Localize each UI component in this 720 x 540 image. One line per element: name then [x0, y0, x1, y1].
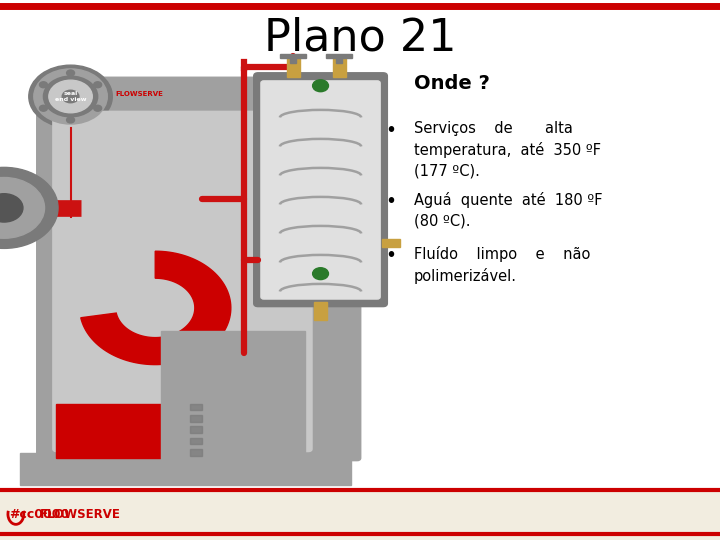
- Circle shape: [34, 69, 107, 124]
- Bar: [280, 54, 306, 58]
- Bar: [333, 56, 346, 77]
- Text: •: •: [385, 246, 396, 265]
- Text: Aguá  quente  até  180 ºF
(80 ºC).: Aguá quente até 180 ºF (80 ºC).: [414, 192, 603, 228]
- Circle shape: [66, 117, 74, 123]
- Text: Plano 21: Plano 21: [264, 16, 456, 59]
- Bar: [314, 302, 327, 320]
- Circle shape: [24, 174, 32, 180]
- Circle shape: [67, 70, 75, 76]
- Circle shape: [24, 235, 32, 242]
- Bar: [189, 404, 202, 410]
- Circle shape: [205, 368, 263, 411]
- FancyBboxPatch shape: [261, 81, 380, 299]
- Bar: [189, 427, 202, 433]
- Bar: [0, 490, 720, 540]
- Bar: [161, 331, 305, 471]
- Text: Serviços    de       alta
temperatura,  até  350 ºF
(177 ºC).: Serviços de alta temperatura, até 350 ºF…: [414, 122, 601, 179]
- Bar: [290, 56, 296, 63]
- Text: •: •: [385, 122, 396, 140]
- Circle shape: [312, 268, 328, 280]
- FancyBboxPatch shape: [37, 77, 361, 461]
- Bar: [56, 404, 236, 458]
- Text: Fluído    limpo    e    não
polimerizável.: Fluído limpo e não polimerizável.: [414, 246, 590, 284]
- Circle shape: [62, 90, 79, 103]
- Bar: [189, 438, 202, 444]
- Circle shape: [40, 105, 48, 111]
- Circle shape: [48, 205, 56, 211]
- Polygon shape: [81, 251, 231, 364]
- Circle shape: [49, 80, 92, 113]
- Circle shape: [43, 76, 98, 117]
- Circle shape: [94, 82, 102, 87]
- Circle shape: [0, 178, 45, 238]
- Circle shape: [94, 105, 102, 111]
- Text: #cc0000: #cc0000: [9, 508, 70, 521]
- Bar: [382, 239, 400, 247]
- Circle shape: [0, 167, 58, 248]
- FancyBboxPatch shape: [53, 111, 312, 451]
- Text: FLOWSERVE: FLOWSERVE: [40, 508, 120, 521]
- Text: Onde ?: Onde ?: [414, 74, 490, 93]
- Bar: [189, 415, 202, 422]
- Bar: [20, 453, 351, 485]
- Bar: [287, 56, 300, 77]
- Circle shape: [40, 82, 48, 87]
- Bar: [336, 56, 342, 63]
- Circle shape: [312, 80, 328, 92]
- Circle shape: [0, 194, 23, 222]
- Text: FLOWSERVE: FLOWSERVE: [115, 91, 163, 97]
- Bar: [0, 196, 12, 220]
- FancyBboxPatch shape: [253, 73, 387, 307]
- Bar: [326, 54, 352, 58]
- Circle shape: [29, 65, 112, 128]
- Bar: [189, 449, 202, 456]
- Text: seal
end view: seal end view: [55, 91, 86, 102]
- Text: •: •: [385, 192, 396, 211]
